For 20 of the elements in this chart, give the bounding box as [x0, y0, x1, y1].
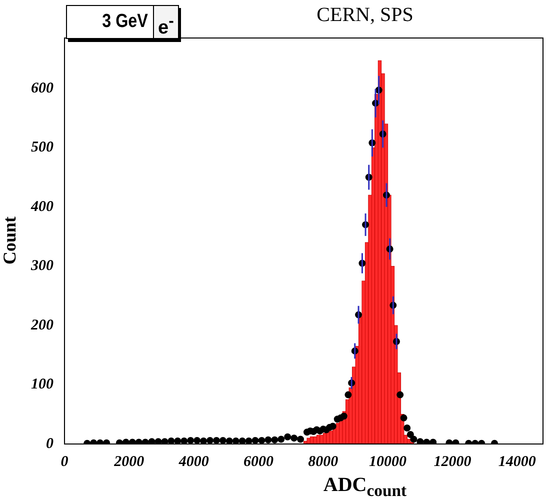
x-tick-label: 4000 — [178, 454, 210, 470]
y-tick-label: 300 — [30, 258, 54, 274]
x-tick-label: 2000 — [113, 454, 145, 470]
y-tick-label: 200 — [30, 317, 54, 334]
x-axis-title: ADC$_{count}$ — [322, 474, 408, 501]
x-tick-label: 0 — [60, 454, 69, 470]
y-axis-title: Count — [0, 216, 20, 267]
y-tick-label: 400 — [30, 198, 54, 215]
y-tick-label: 100 — [31, 376, 54, 393]
x-tick-label: 14000 — [498, 454, 536, 470]
x-tick-label: 10000 — [369, 454, 408, 470]
x-tick-label: 8000 — [308, 454, 339, 470]
y-tick-label: 500 — [31, 140, 54, 156]
chart-title: CERN, SPS — [316, 4, 414, 27]
x-tick-label: 6000 — [243, 454, 274, 470]
annotation: e$^{-}$ — [153, 6, 178, 38]
text: 3 GeV — [101, 10, 149, 34]
y-tick-label: 600 — [31, 80, 54, 96]
x-tick-label: 12000 — [434, 454, 472, 470]
y-tick-label: 0 — [46, 436, 54, 452]
